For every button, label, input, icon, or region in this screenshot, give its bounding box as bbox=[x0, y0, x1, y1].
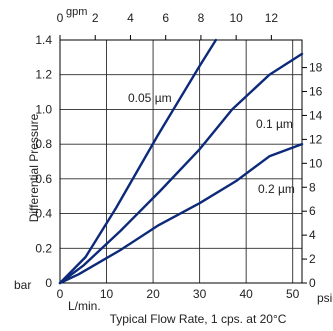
x-tick-label: 40 bbox=[239, 287, 253, 301]
series-label-0.2um: 0.2 µm bbox=[258, 182, 295, 196]
curves bbox=[58, 38, 304, 285]
y-right-tick-label: 8 bbox=[309, 180, 316, 194]
x-top-tick-label: 10 bbox=[229, 11, 243, 25]
y-right-tick-label: 2 bbox=[309, 252, 316, 266]
x-top-tick-label: 8 bbox=[198, 11, 205, 25]
y-right-tick-label: 10 bbox=[309, 156, 323, 170]
plot-frame bbox=[59, 39, 303, 284]
y-tick-label: 1.4 bbox=[35, 33, 52, 47]
x-top-tick-label: 2 bbox=[92, 11, 99, 25]
y-right-unit-label: psid bbox=[317, 291, 333, 305]
series-label-0.1um: 0.1 µm bbox=[256, 117, 293, 131]
x-top-tick-label: 4 bbox=[127, 11, 134, 25]
x-tick-label: 10 bbox=[100, 287, 114, 301]
y-tick-label: 0.6 bbox=[35, 172, 52, 186]
x-top-tick-label: 6 bbox=[162, 11, 169, 25]
y-tick-label: 0.4 bbox=[35, 207, 52, 221]
x-tick-label: 50 bbox=[286, 287, 300, 301]
y-tick-label: 0 bbox=[45, 276, 52, 290]
y-right-tick-label: 6 bbox=[309, 204, 316, 218]
y-tick-label: 1.2 bbox=[35, 68, 52, 82]
y-tick-label: 1.0 bbox=[35, 102, 52, 116]
series-label-0.05um: 0.05 µm bbox=[128, 91, 172, 105]
x-tick-label: 30 bbox=[193, 287, 207, 301]
y-right-tick-label: 12 bbox=[309, 132, 323, 146]
y-right-tick-label: 16 bbox=[309, 85, 323, 99]
y-right-tick-label: 0 bbox=[309, 276, 316, 290]
series-line-0.05µm bbox=[58, 38, 218, 285]
series-line-0.1µm bbox=[58, 52, 304, 285]
y-right-tick-label: 14 bbox=[309, 108, 323, 122]
y-tick-label: 0.2 bbox=[35, 241, 52, 255]
x-tick-label: 20 bbox=[146, 287, 160, 301]
y-right-tick-label: 4 bbox=[309, 228, 316, 242]
x-top-unit-label: gpm bbox=[66, 6, 87, 18]
x-top-tick-label: 0 bbox=[57, 11, 64, 25]
grid bbox=[59, 35, 307, 284]
y-unit-label: bar bbox=[14, 278, 31, 292]
y-axis-title: Differential Pressure bbox=[27, 113, 41, 222]
x-top-tick-label: 12 bbox=[265, 11, 279, 25]
x-tick-label: 0 bbox=[57, 287, 64, 301]
y-right-tick-label: 18 bbox=[309, 61, 323, 75]
y-tick-label: 0.8 bbox=[35, 137, 52, 151]
series-line-0.2µm bbox=[58, 142, 304, 285]
x-unit-label: L/min. bbox=[68, 299, 101, 313]
x-axis-title: Typical Flow Rate, 1 cps. at 20°C bbox=[110, 312, 287, 326]
